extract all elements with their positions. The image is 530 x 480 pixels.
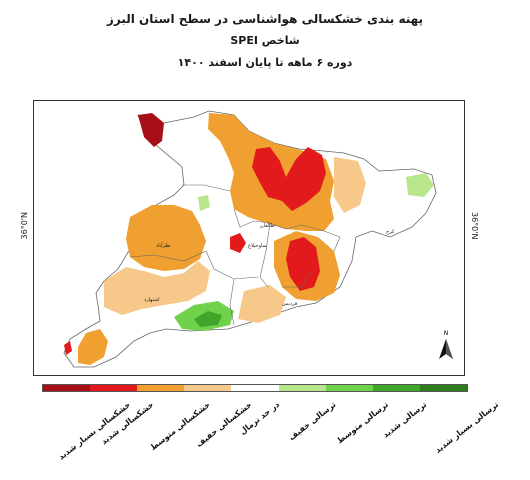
- county-boundaries: [129, 184, 341, 326]
- map-label-city3: کرج: [386, 229, 395, 235]
- map-label-city5: اشتهارد: [144, 297, 160, 303]
- legend-label-mild-wet: ترسالی خفیف: [287, 400, 338, 443]
- legend-bar: [42, 384, 468, 392]
- zone-severe-edge: [64, 341, 72, 355]
- map-subtitle-period: دوره ۶ ماهه تا پایان اسفند ۱۴۰۰: [177, 56, 353, 69]
- zone-mild-west: [104, 261, 210, 315]
- legend-swatch-extreme-wet: [419, 385, 467, 391]
- svg-text:N: N: [444, 330, 449, 337]
- zone-wet-severe-south: [194, 311, 222, 327]
- map-label-city1: طالقان: [260, 223, 275, 229]
- latitude-label-left: 36°0'N: [20, 212, 29, 240]
- map-label-city2: ساوجبلاغ: [248, 243, 267, 249]
- map-frame: طالقان ساوجبلاغ کرج نظرآباد اشتهارد فردی…: [33, 100, 465, 376]
- map-label-city6: فردیس: [282, 301, 298, 307]
- legend-swatch-normal: [231, 385, 279, 391]
- legend-swatch-severe-wet: [372, 385, 420, 391]
- legend-label-extreme-wet: ترسالی بسیار شدید: [433, 400, 501, 455]
- drought-map: طالقان ساوجبلاغ کرج نظرآباد اشتهارد فردی…: [63, 110, 453, 368]
- latitude-label-right: 36°0'N: [470, 212, 479, 240]
- zone-severe-small: [230, 233, 246, 253]
- zone-mild-south: [238, 285, 286, 323]
- legend-swatch-extreme-drought: [43, 385, 91, 391]
- zone-severe-center: [252, 147, 326, 211]
- map-subtitle-index: شاخص SPEI: [230, 34, 300, 47]
- legend-swatch-severe-drought: [90, 385, 138, 391]
- zone-wet-mild-east: [406, 173, 434, 197]
- zone-severe-south: [286, 237, 320, 291]
- legend-swatch-mild-wet: [278, 385, 326, 391]
- north-arrow-icon: N: [439, 330, 453, 359]
- map-title: پهنه بندی خشکسالی هواشناسی در سطح استان …: [106, 12, 424, 26]
- map-label-city4: نظرآباد: [156, 242, 171, 249]
- legend-label-moderate-wet: ترسالی متوسط: [335, 400, 390, 446]
- zone-extreme-northwest: [138, 113, 164, 147]
- legend-swatch-mild-drought: [184, 385, 232, 391]
- zone-mild-east: [334, 157, 366, 213]
- zone-moderate-southwest: [78, 329, 108, 365]
- zone-moderate-west: [126, 205, 206, 271]
- zone-wet-mild-west: [198, 195, 210, 211]
- legend-swatch-moderate-wet: [325, 385, 373, 391]
- legend-swatch-moderate-drought: [137, 385, 185, 391]
